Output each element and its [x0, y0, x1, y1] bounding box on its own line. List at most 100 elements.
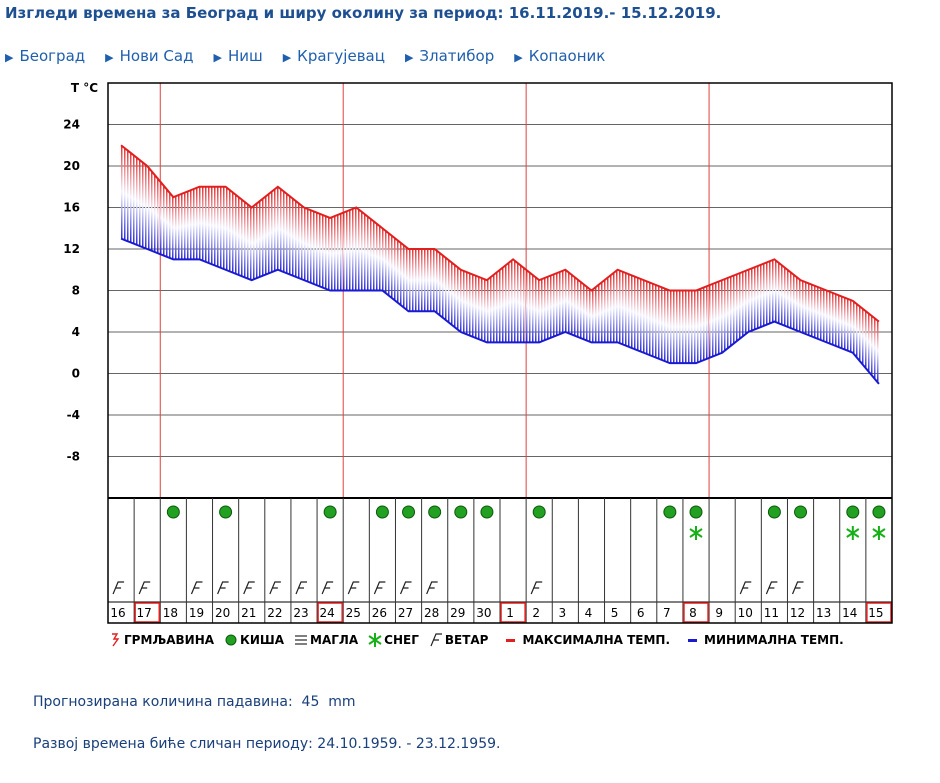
temperature-hatch: [274, 189, 276, 272]
temperature-hatch: [247, 203, 249, 279]
temperature-hatch: [364, 213, 366, 291]
legend-swatch: [506, 638, 516, 642]
temperature-hatch: [478, 276, 480, 339]
rain-icon: [767, 505, 781, 519]
temperature-hatch: [370, 218, 372, 291]
temperature-hatch: [814, 285, 816, 338]
temperature-hatch: [694, 290, 696, 364]
analog-period-text: Развој времена биће сличан периоду: 24.1…: [33, 736, 501, 752]
snow-icon: [846, 526, 860, 540]
wind-icon: [321, 581, 334, 595]
temperature-hatch: [232, 191, 234, 273]
temperature-hatch: [457, 266, 459, 330]
rain-icon: [480, 505, 494, 519]
temperature-hatch: [421, 249, 423, 312]
temperature-hatch: [121, 145, 123, 239]
temperature-hatch: [589, 288, 591, 342]
x-tick-label: 21: [241, 606, 256, 620]
x-tick-label: 11: [764, 606, 779, 620]
temperature-hatch: [301, 205, 303, 279]
x-tick-label: 15: [868, 606, 883, 620]
rain-icon: [219, 505, 233, 519]
temperature-hatch: [523, 267, 525, 343]
temperature-hatch: [325, 215, 327, 289]
temperature-hatch: [475, 275, 477, 338]
temperature-hatch: [376, 223, 378, 291]
wind-icon: [190, 581, 203, 595]
temperature-hatch: [310, 209, 312, 283]
x-tick-label: 10: [738, 606, 753, 620]
temperature-hatch: [415, 249, 417, 312]
plot-border: [107, 82, 893, 624]
wind-icon: [791, 581, 804, 595]
temperature-hatch: [412, 249, 414, 312]
legend: ГРМЉАВИНА КИША МАГЛА СНЕГ ВЕТАР МАКСИМАЛНА ТЕ…: [108, 632, 848, 648]
temperature-hatch: [418, 249, 420, 312]
temperature-hatch: [487, 280, 489, 343]
city-link[interactable]: ▶ Београд: [5, 47, 85, 65]
link-text: Златибор: [419, 47, 495, 65]
temperature-hatch: [145, 164, 147, 249]
link-text: Копаоник: [528, 47, 606, 65]
temperature-hatch: [625, 272, 627, 346]
temperature-hatch: [538, 279, 540, 343]
link-text: Београд: [19, 47, 86, 65]
temperature-hatch: [652, 283, 654, 357]
x-tick-label: 26: [372, 606, 387, 620]
temperature-hatch: [682, 290, 684, 364]
temperature-hatch: [760, 265, 762, 328]
city-link[interactable]: ▶ Златибор: [405, 47, 494, 65]
x-tick-label: 9: [715, 606, 723, 620]
link-arrow: ▶: [5, 51, 14, 64]
temperature-hatch: [382, 227, 384, 291]
temperature-hatch: [607, 278, 609, 343]
temperature-hatch: [229, 189, 231, 272]
temperature-hatch: [136, 157, 138, 245]
wind-icon: [295, 581, 307, 595]
temperature-hatch: [634, 276, 636, 349]
rain-icon: [375, 505, 389, 519]
temperature-hatch: [787, 269, 789, 327]
temperature-hatch: [820, 287, 822, 340]
temperature-hatch: [865, 310, 867, 368]
temperature-hatch: [844, 297, 846, 350]
temperature-hatch: [460, 269, 462, 332]
link-text: Ниш: [227, 47, 263, 65]
temperature-hatch: [133, 154, 135, 244]
rain-icon: [689, 505, 703, 519]
city-link[interactable]: ▶ Копаоник: [514, 47, 605, 65]
city-link[interactable]: ▶ Нови Сад: [105, 47, 193, 65]
thunder-icon: [112, 633, 120, 647]
temperature-hatch: [451, 262, 453, 325]
temperature-hatch: [433, 249, 435, 312]
temperature-hatch: [799, 278, 801, 332]
temperature-hatch: [127, 150, 129, 242]
temperature-hatch: [664, 288, 666, 361]
temperature-hatch: [340, 213, 342, 291]
temperature-hatch: [817, 286, 819, 339]
x-tick-label: 5: [611, 606, 619, 620]
temperature-hatch: [172, 195, 174, 259]
temperature-hatch: [373, 220, 375, 291]
city-link[interactable]: ▶ Ниш: [213, 47, 262, 65]
city-link[interactable]: ▶ Крагујевац: [283, 47, 385, 65]
temperature-hatch: [331, 217, 333, 291]
temperature-hatch: [544, 278, 546, 341]
temperature-hatch: [277, 187, 279, 271]
x-tick-label: 17: [137, 606, 152, 620]
y-tick-label: 8: [72, 284, 80, 298]
temperature-hatch: [235, 194, 237, 274]
temperature-hatch: [856, 303, 858, 357]
temperature-hatch: [169, 192, 171, 258]
temperature-hatch: [403, 244, 405, 307]
link-text: Нови Сад: [119, 47, 194, 65]
temperature-hatch: [631, 275, 633, 348]
temperature-hatch: [211, 186, 213, 264]
temperature-hatch: [733, 275, 735, 345]
temperature-hatch: [688, 290, 690, 364]
temperature-hatch: [757, 266, 759, 329]
temperature-hatch: [877, 320, 879, 382]
x-tick-label: 29: [450, 606, 465, 620]
temperature-hatch: [661, 287, 663, 360]
temperature-hatch: [352, 209, 354, 291]
